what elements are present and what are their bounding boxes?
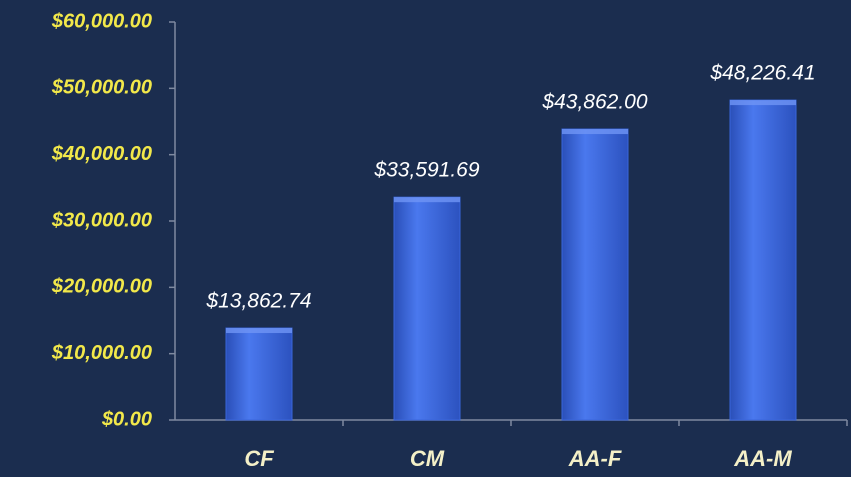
y-tick-label: $60,000.00 [51, 10, 152, 32]
value-label: $33,591.69 [373, 159, 479, 182]
y-tick-label: $20,000.00 [51, 276, 152, 298]
y-tick-label: $0.00 [101, 408, 152, 430]
y-tick-label: $50,000.00 [51, 77, 152, 99]
y-tick-label: $30,000.00 [51, 209, 152, 231]
x-tick-label: CM [410, 446, 445, 471]
x-tick-label: AA-F [568, 446, 622, 471]
y-tick-label: $40,000.00 [51, 143, 152, 165]
value-label: $13,862.74 [205, 290, 311, 313]
bar-highlight [226, 328, 292, 334]
bar [729, 99, 797, 421]
bar-highlight [394, 197, 460, 203]
x-tick-label: AA-M [733, 446, 792, 471]
bar [561, 128, 629, 421]
x-tick-label: CF [244, 446, 274, 471]
value-label: $48,226.41 [709, 62, 815, 85]
y-tick-label: $10,000.00 [51, 342, 152, 364]
bar [393, 196, 461, 421]
bar-highlight [562, 129, 628, 135]
value-label: $43,862.00 [541, 91, 647, 114]
bar [225, 327, 293, 421]
bar-highlight [730, 100, 796, 106]
